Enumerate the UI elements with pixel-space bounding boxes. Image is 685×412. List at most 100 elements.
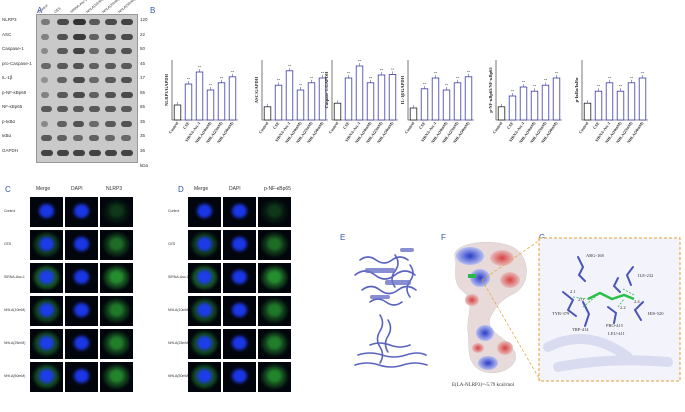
- panel-label-e: E: [340, 233, 346, 242]
- chart-axis: [331, 60, 398, 121]
- blot-band: [57, 135, 68, 141]
- bar: [217, 82, 226, 121]
- blot-row-label: NLRP3: [2, 17, 17, 22]
- bar: [344, 77, 353, 121]
- micrograph-tile: [100, 197, 133, 227]
- micrograph-tile: [100, 296, 133, 326]
- bar: [296, 89, 305, 121]
- micrograph-row-label: SIRNA-Asc-1: [4, 275, 25, 279]
- blot-band: [105, 77, 116, 83]
- micrograph-tile: [223, 329, 256, 359]
- stained-cell: [109, 369, 124, 383]
- blot-band: [57, 33, 69, 40]
- stained-cell: [267, 369, 282, 383]
- panel-label-b: B: [150, 6, 156, 15]
- bar-chart: p-IκBα/IκBαControl**CSE**SIRNA-Asc-1**NH…: [574, 60, 648, 144]
- micrograph-column-header: Merge: [194, 186, 209, 192]
- micrograph-tile: [188, 263, 221, 293]
- blot-band: [105, 106, 116, 112]
- bar-chart: NLRP3/GAPDHControl**CSE**SIRNA-Asc-1**NH…: [164, 60, 238, 144]
- bar: [431, 77, 440, 121]
- blot-row-label: p-IκBα: [2, 118, 16, 124]
- stained-cell: [267, 303, 282, 317]
- micrograph-column-header: DAPI: [229, 186, 241, 192]
- distance-label: 2.2: [620, 305, 626, 310]
- micrograph-tile: [30, 197, 63, 227]
- blot-band: [41, 120, 49, 127]
- nucleus: [232, 369, 247, 383]
- chart-axis: [581, 60, 648, 121]
- residue-label: ILE-232: [638, 273, 653, 278]
- x-tick-label: CSE: [418, 120, 427, 130]
- bar: [638, 77, 647, 121]
- nucleus: [74, 270, 89, 284]
- residue-label: TYR-379: [552, 311, 570, 316]
- significance-marker: **: [358, 59, 362, 63]
- bar: [530, 90, 539, 121]
- micrograph-tile: [30, 329, 63, 359]
- significance-marker: **: [380, 68, 384, 72]
- chart-axis: [171, 60, 238, 121]
- residue-label: ARG-168: [586, 253, 604, 258]
- bar: [263, 106, 272, 121]
- micrograph-tile: [188, 362, 221, 392]
- micrograph-tile: [100, 329, 133, 359]
- blot-band: [89, 77, 99, 83]
- micrograph-tile: [30, 263, 63, 293]
- blot-band: [121, 77, 133, 83]
- micrograph-tile: [223, 197, 256, 227]
- micrograph-tile: [258, 296, 291, 326]
- nucleus: [39, 369, 54, 383]
- blot-band: [105, 135, 115, 141]
- blot-band: [105, 33, 117, 40]
- blot-kda-value: 120: [140, 17, 148, 22]
- micrograph-tile: [258, 263, 291, 293]
- micrograph-row-label: NHLA(10mM): [4, 308, 26, 312]
- blot-membrane: [36, 14, 138, 163]
- micrograph-tile: [188, 230, 221, 260]
- significance-marker: **: [369, 76, 373, 80]
- significance-marker: **: [198, 65, 202, 69]
- stained-cell: [109, 303, 124, 317]
- nucleus: [197, 204, 212, 218]
- blot-row: [37, 148, 137, 159]
- significance-marker: **: [619, 84, 623, 88]
- stained-cell: [267, 270, 282, 284]
- blot-band: [105, 19, 117, 25]
- nucleus: [197, 369, 212, 383]
- blot-row-label: IL-1β: [2, 75, 13, 80]
- blot-band: [57, 91, 68, 98]
- significance-marker: **: [445, 83, 449, 87]
- blot-kda-value: 65: [140, 89, 146, 95]
- blot-band: [57, 77, 68, 83]
- micrograph-tile: [65, 197, 98, 227]
- bar: [541, 84, 550, 121]
- x-tick-label: CSE: [182, 120, 191, 130]
- nucleus: [197, 303, 212, 317]
- residue-label: LEU-411: [608, 331, 625, 336]
- blot-kda-value: 22: [140, 31, 146, 37]
- micrograph-tile: [100, 362, 133, 392]
- nucleus: [232, 270, 247, 284]
- bar: [274, 84, 283, 121]
- blot-band: [57, 48, 68, 54]
- nucleus: [197, 237, 212, 251]
- micrograph-column-header: NLRP3: [106, 186, 123, 192]
- chart-axis: [495, 60, 562, 121]
- micrograph-tile: [100, 230, 133, 260]
- blot-band: [89, 19, 100, 25]
- protein-cartoon-structure: [354, 248, 428, 368]
- blot-row-label: GAPDH: [2, 147, 19, 153]
- bar: [594, 90, 603, 121]
- bar: [519, 86, 528, 121]
- significance-marker: **: [456, 76, 460, 80]
- significance-marker: **: [467, 70, 471, 74]
- y-axis-label: Caspase-1/GAPDH: [324, 71, 329, 108]
- chart-axis: [261, 60, 328, 121]
- cytoplasm-halo: [262, 200, 287, 223]
- blot-band: [73, 106, 84, 112]
- blot-band: [57, 106, 68, 112]
- blot-band: [73, 149, 86, 156]
- y-axis-label: p-IκBα/IκBα: [574, 77, 579, 102]
- zoom-connector-lines: [481, 239, 541, 381]
